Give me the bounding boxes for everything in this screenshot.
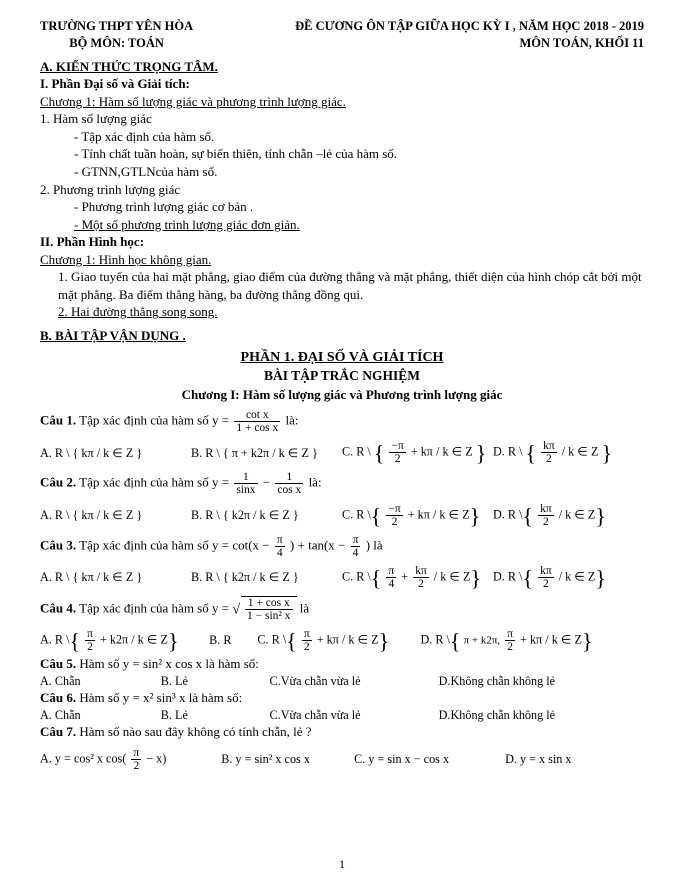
q2-stem1: Tập xác định của hàm số y = [79,475,229,490]
question-4: Câu 4. Tập xác định của hàm số y = √ 1 +… [40,596,644,653]
q2-a: A. R \ { kπ / k ∈ Z } [40,507,191,523]
question-1: Câu 1. Tập xác định của hàm số y = cot x… [40,409,644,465]
q7-c: C. y = sin x − cos x [354,751,505,767]
q3-options: A. R \ { kπ / k ∈ Z } B. R \ { k2π / k ∈… [40,565,644,590]
a-ch1: Chương 1: Hàm số lượng giác và phương tr… [40,93,644,111]
q7-label: Câu 7. [40,724,76,739]
q2-b: B. R \ { k2π / k ∈ Z } [191,507,342,523]
q5-b: B. Lẻ [161,673,270,689]
a-i1c: - GTNN,GTLNcủa hàm số. [40,163,644,181]
question-7: Câu 7. Hàm số nào sau đây không có tính … [40,723,644,772]
q6-b: B. Lẻ [161,707,270,723]
a-part-i: I. Phần Đại số và Giải tích: [40,75,644,93]
q1-a: A. R \ { kπ / k ∈ Z } [40,445,191,461]
question-2: Câu 2. Tập xác định của hàm số y = 1sinx… [40,471,644,527]
q7-a: A. y = cos² x cos( π2 − x) [40,747,221,772]
q3-stem2: ) + tan(x − [290,537,345,552]
b-p3: Chương I: Hàm số lượng giác và Phương tr… [40,386,644,404]
q4-d: D. R \{ π + k2π, π2 + kπ / k ∈ Z} [421,628,644,653]
q6-label: Câu 6. [40,690,76,705]
a-i1a: - Tập xác định của hàm số. [40,128,644,146]
q4-sqrt: 1 + cos x1 − sin² x [241,596,296,622]
q2-options: A. R \ { kπ / k ∈ Z } B. R \ { k2π / k ∈… [40,503,644,528]
section-a: A. KIẾN THỨC TRỌNG TÂM. I. Phần Đại số v… [40,58,644,321]
q2-c: C. R \{ −π2 + kπ / k ∈ Z} [342,503,493,528]
q1-b: B. R \ { π + k2π / k ∈ Z } [191,445,342,461]
q4-stem2: là [300,600,309,615]
q7-options: A. y = cos² x cos( π2 − x) B. y = sin² x… [40,747,644,772]
q7-b: B. y = sin² x cos x [221,751,354,767]
q6-options: A. Chẵn B. Lẻ C.Vừa chẵn vừa lẻ D.Không … [40,707,644,723]
q4-c: C. R \{ π2 + kπ / k ∈ Z} [257,628,420,653]
radical-icon: √ [232,602,240,617]
q7-stem: Hàm số nào sau đây không có tính chẵn, l… [79,724,311,739]
q2-label: Câu 2. [40,475,76,490]
a-title: A. KIẾN THỨC TRỌNG TÂM. [40,58,644,76]
b-p1: PHẦN 1. ĐẠI SỐ VÀ GIẢI TÍCH [40,349,644,368]
a-i1: 1. Hàm số lượng giác [40,110,644,128]
q1-frac: cot x 1 + cos x [232,409,282,434]
q2-f1: 1sinx [232,471,259,496]
a-ch1h: Chương 1: Hình học không gian. [40,251,644,269]
brace-close-icon: } [601,441,612,466]
q4-a: A. R \{ π2 + k2π / k ∈ Z} [40,628,209,653]
q1-stem2: là: [286,413,299,428]
q3-d: D. R \{ kπ2 / k ∈ Z} [493,565,644,590]
a-i2a: - Phương trình lượng giác cơ bản . [40,198,644,216]
q6-a: A. Chẵn [40,707,161,723]
q3-b: B. R \ { k2π / k ∈ Z } [191,569,342,585]
q3-label: Câu 3. [40,537,76,552]
q1-options: A. R \ { kπ / k ∈ Z } B. R \ { π + k2π /… [40,440,644,465]
dept-name: BỘ MÔN: TOÁN [40,35,193,52]
page-number: 1 [0,856,684,872]
q5-c: C.Vừa chẵn vừa lẻ [270,673,439,689]
doc-title-2: MÔN TOÁN, KHỐI 11 [295,35,644,52]
q5-label: Câu 5. [40,656,76,671]
q6-stem: Hàm số y = x² sin³ x là hàm số: [79,690,242,705]
question-5: Câu 5. Hàm số y = sin² x cos x là hàm số… [40,655,644,689]
page-header: TRƯỜNG THPT YÊN HÒA BỘ MÔN: TOÁN ĐỀ CƯƠN… [40,18,644,52]
q2-f2: 1cos x [273,471,305,496]
a-i1b: - Tính chất tuần hoàn, sự biến thiên, tí… [40,145,644,163]
q5-options: A. Chẵn B. Lẻ C.Vừa chẵn vừa lẻ D.Không … [40,673,644,689]
q4-label: Câu 4. [40,600,76,615]
q5-stem: Hàm số y = sin² x cos x là hàm số: [79,656,259,671]
question-3: Câu 3. Tập xác định của hàm số y = cot(x… [40,534,644,590]
doc-title-1: ĐỀ CƯƠNG ÔN TẬP GIỮA HỌC KỲ I , NĂM HỌC … [295,18,644,35]
header-left: TRƯỜNG THPT YÊN HÒA BỘ MÔN: TOÁN [40,18,193,52]
brace-open-icon: { [374,441,385,466]
b-p2: BÀI TẬP TRẮC NGHIỆM [40,367,644,385]
q2-d: D. R \{ kπ2 / k ∈ Z} [493,503,644,528]
school-name: TRƯỜNG THPT YÊN HÒA [40,18,193,35]
q5-a: A. Chẵn [40,673,161,689]
q7-d: D. y = x sin x [505,751,644,767]
a-h1: 1. Giao tuyến của hai mặt phẳng, giao đi… [40,268,644,303]
q1-c: C. R \ { −π2 + kπ / k ∈ Z } [342,440,493,465]
q1-label: Câu 1. [40,413,76,428]
q4-b: B. R [209,632,257,648]
q6-d: D.Không chẵn không lẻ [439,707,644,723]
q4-stem1: Tập xác định của hàm số y = [79,600,229,615]
q4-options: A. R \{ π2 + k2π / k ∈ Z} B. R C. R \{ π… [40,628,644,653]
q3-c: C. R \{ π4 + kπ2 / k ∈ Z} [342,565,493,590]
header-right: ĐỀ CƯƠNG ÔN TẬP GIỮA HỌC KỲ I , NĂM HỌC … [295,18,644,52]
question-6: Câu 6. Hàm số y = x² sin³ x là hàm số: A… [40,689,644,723]
q1-stem1: Tập xác định của hàm số y = [79,413,229,428]
a-i2: 2. Phương trình lượng giác [40,181,644,199]
a-h2: 2. Hai đường thẳng song song. [40,303,644,321]
b-title: B. BÀI TẬP VẬN DỤNG . [40,327,644,345]
brace-close-icon: } [476,441,487,466]
q3-stem1: Tập xác định của hàm số y = cot(x − [79,537,269,552]
q3-stem3: ) là [366,537,383,552]
section-b: B. BÀI TẬP VẬN DỤNG . PHẦN 1. ĐẠI SỐ VÀ … [40,327,644,403]
q3-a: A. R \ { kπ / k ∈ Z } [40,569,191,585]
q6-c: C.Vừa chẵn vừa lẻ [270,707,439,723]
a-part-ii: II. Phần Hình học: [40,233,644,251]
q1-d: D. R \ { kπ2 / k ∈ Z } [493,440,644,465]
a-i2b: - Một số phương trình lượng giác đơn giả… [40,216,644,234]
q5-d: D.Không chẵn không lẻ [439,673,644,689]
q2-stem2: là: [309,475,322,490]
brace-open-icon: { [526,441,537,466]
